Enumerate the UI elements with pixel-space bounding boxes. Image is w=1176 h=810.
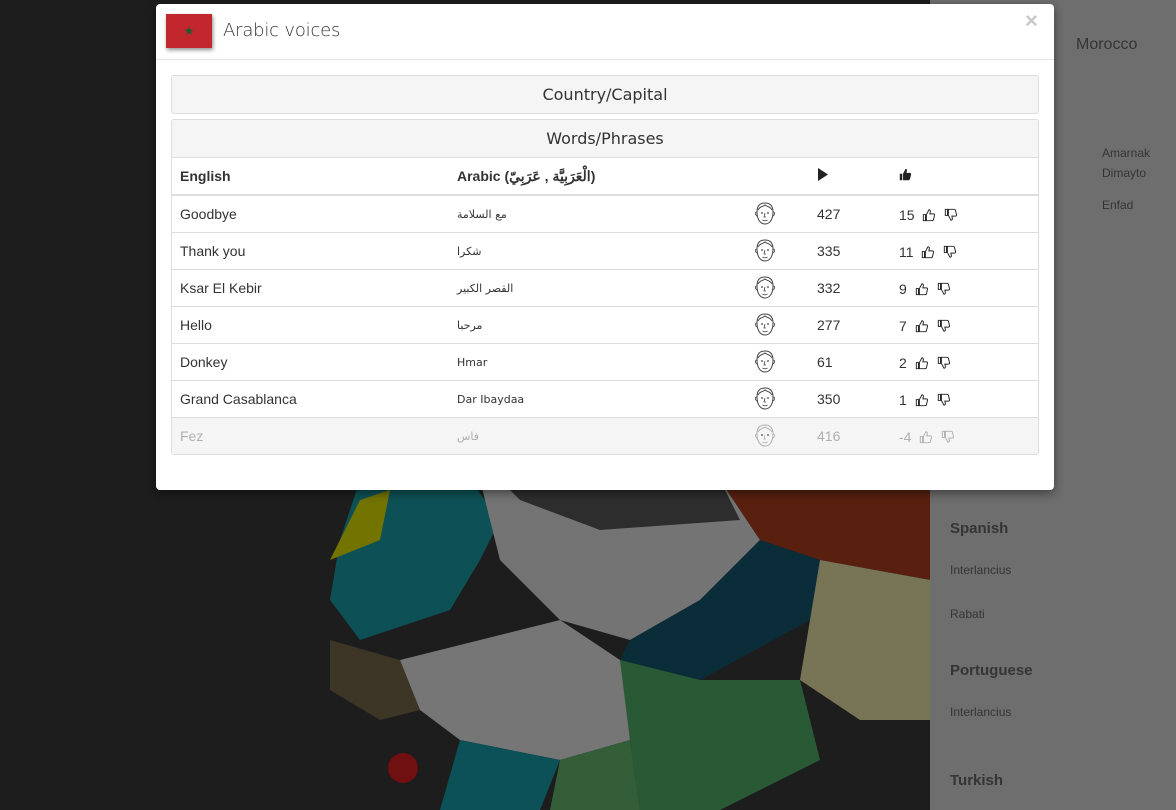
rating-value: 15 <box>899 206 915 223</box>
voice-cell <box>741 417 809 454</box>
english-cell: Donkey <box>172 343 449 381</box>
speaker-face-icon[interactable] <box>754 201 776 227</box>
rating-cell: 11 <box>891 232 1038 270</box>
thumbs-up-icon[interactable] <box>919 430 933 444</box>
thumbs-up-icon[interactable] <box>915 282 929 296</box>
country-capital-panel[interactable]: Country/Capital <box>171 75 1039 114</box>
plays-cell: 350 <box>809 380 891 418</box>
rating-value: -4 <box>899 428 912 445</box>
rating-value: 7 <box>899 317 907 334</box>
thumbs-down-icon[interactable] <box>937 282 951 296</box>
voice-column-header <box>741 158 809 196</box>
voice-cell <box>741 269 809 307</box>
modal-title: Arabic voices <box>223 20 341 41</box>
plays-cell: 427 <box>809 194 891 233</box>
english-cell: Thank you <box>172 232 449 270</box>
rating-column-header[interactable] <box>891 158 1038 196</box>
speaker-face-icon[interactable] <box>754 238 776 264</box>
english-cell: Ksar El Kebir <box>172 269 449 307</box>
table-row: Ksar El Kebir القصر الكبير 332 9 <box>172 269 1038 307</box>
thumbs-up-icon[interactable] <box>915 356 929 370</box>
plays-column-header[interactable] <box>809 158 891 196</box>
speaker-face-icon[interactable] <box>754 349 776 375</box>
table-row: Thank you شكرا 335 11 <box>172 232 1038 270</box>
voice-cell <box>741 306 809 344</box>
thumbs-up-icon[interactable] <box>915 393 929 407</box>
rating-cell: 1 <box>891 380 1038 418</box>
close-button[interactable]: × <box>1025 8 1038 33</box>
plays-cell: 335 <box>809 232 891 270</box>
thumbs-up-icon <box>899 168 912 181</box>
arabic-cell: مع السلامة <box>449 194 741 233</box>
rating-value: 11 <box>899 243 914 260</box>
rating-cell: 15 <box>891 194 1038 233</box>
arabic-cell: القصر الكبير <box>449 269 741 307</box>
words-phrases-header[interactable]: Words/Phrases <box>172 120 1038 158</box>
english-cell: Fez <box>172 417 449 454</box>
rating-cell: 9 <box>891 269 1038 307</box>
thumbs-down-icon[interactable] <box>937 319 951 333</box>
table-row: Fez فاس 416 -4 <box>172 417 1038 454</box>
words-phrases-panel: Words/Phrases English Arabic (الْعَرَبِي… <box>171 119 1039 455</box>
plays-cell: 332 <box>809 269 891 307</box>
plays-cell: 61 <box>809 343 891 381</box>
star-icon: ★ <box>183 24 195 38</box>
voice-cell <box>741 380 809 418</box>
table-row: Hello مرحبا 277 7 <box>172 306 1038 344</box>
plays-cell: 416 <box>809 417 891 454</box>
thumbs-down-icon[interactable] <box>941 430 955 444</box>
thumbs-down-icon[interactable] <box>944 208 958 222</box>
table-row: Donkey Hmar 61 2 <box>172 343 1038 381</box>
morocco-flag: ★ <box>166 14 212 48</box>
speaker-face-icon[interactable] <box>754 423 776 449</box>
play-icon <box>818 168 828 181</box>
speaker-face-icon[interactable] <box>754 386 776 412</box>
voice-cell <box>741 232 809 270</box>
rating-value: 1 <box>899 391 907 408</box>
arabic-cell: شكرا <box>449 232 741 270</box>
thumbs-down-icon[interactable] <box>937 356 951 370</box>
speaker-face-icon[interactable] <box>754 312 776 338</box>
rating-cell: 2 <box>891 343 1038 381</box>
thumbs-down-icon[interactable] <box>937 393 951 407</box>
arabic-column-header[interactable]: Arabic (الْعَرَبِيَّة , عَرَبِيّ) <box>449 158 741 196</box>
thumbs-up-icon[interactable] <box>921 245 935 259</box>
voice-cell <box>741 194 809 233</box>
table-row: Grand Casablanca Dar Ibaydaa 350 1 <box>172 380 1038 418</box>
arabic-cell: فاس <box>449 417 741 454</box>
rating-value: 9 <box>899 280 907 297</box>
speaker-face-icon[interactable] <box>754 275 776 301</box>
rating-cell: 7 <box>891 306 1038 344</box>
modal-header: ★ Arabic voices × <box>156 4 1054 60</box>
arabic-cell: Dar Ibaydaa <box>449 380 741 418</box>
english-cell: Grand Casablanca <box>172 380 449 418</box>
table-header-row: English Arabic (الْعَرَبِيَّة , عَرَبِيّ… <box>172 158 1038 196</box>
english-cell: Hello <box>172 306 449 344</box>
rating-cell: -4 <box>891 417 1038 454</box>
arabic-cell: مرحبا <box>449 306 741 344</box>
thumbs-down-icon[interactable] <box>943 245 957 259</box>
voice-cell <box>741 343 809 381</box>
words-table: English Arabic (الْعَرَبِيَّة , عَرَبِيّ… <box>172 158 1038 454</box>
english-column-header[interactable]: English <box>172 158 449 196</box>
plays-cell: 277 <box>809 306 891 344</box>
table-row: Goodbye مع السلامة 427 15 <box>172 194 1038 233</box>
thumbs-up-icon[interactable] <box>922 208 936 222</box>
voices-modal: ★ Arabic voices × Country/Capital Words/… <box>156 4 1054 490</box>
arabic-cell: Hmar <box>449 343 741 381</box>
rating-value: 2 <box>899 354 907 371</box>
english-cell: Goodbye <box>172 194 449 233</box>
thumbs-up-icon[interactable] <box>915 319 929 333</box>
